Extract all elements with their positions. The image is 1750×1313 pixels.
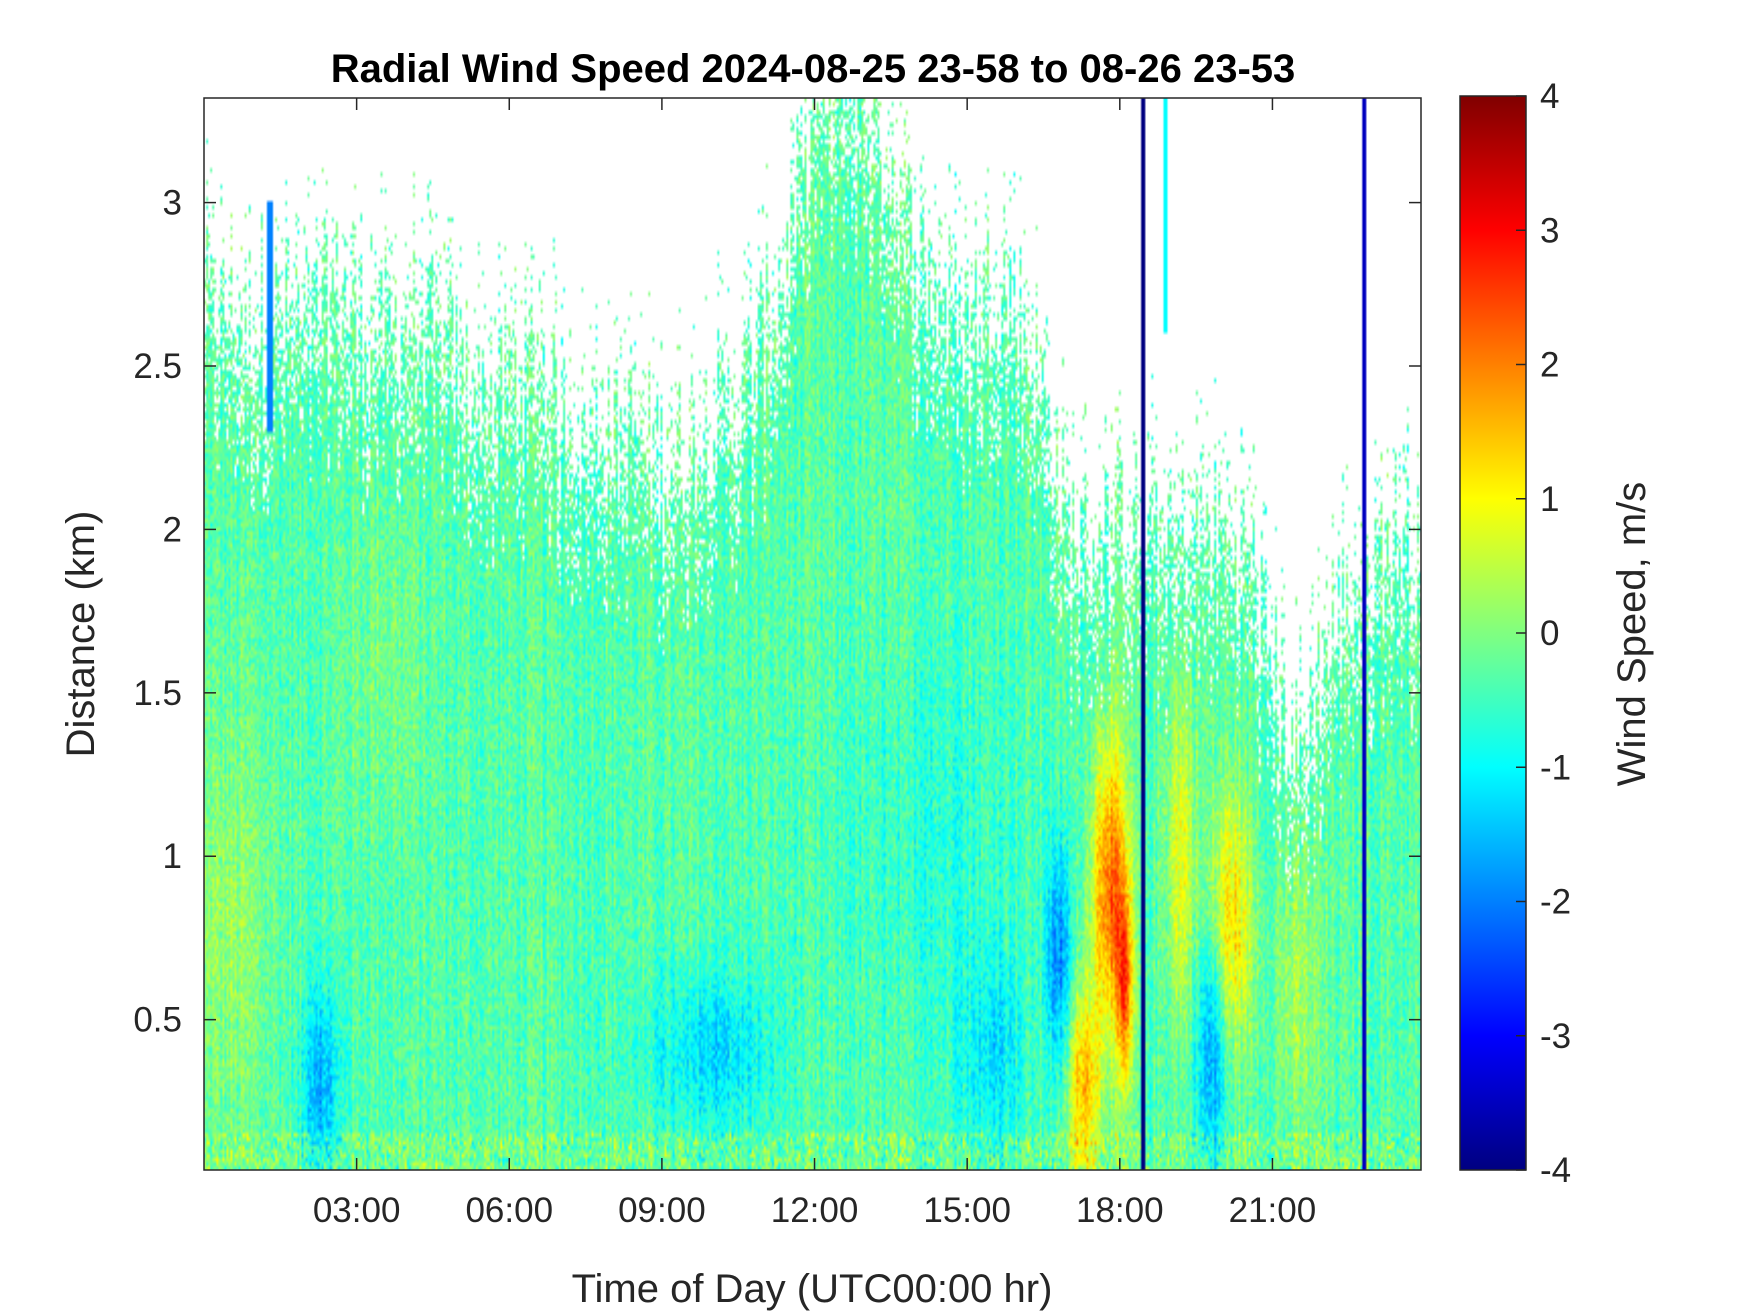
colorbar-tick-label: -3	[1540, 1017, 1571, 1056]
x-axis-ticks: 03:00 06:00 09:00 12:00 15:00 18:00 21:00	[313, 98, 1316, 1230]
colorbar-tick-label: 4	[1540, 77, 1559, 116]
y-tick-label: 2	[163, 510, 182, 549]
x-tick-label: 15:00	[923, 1191, 1011, 1230]
plot-frame	[203, 97, 1422, 1171]
colorbar-tick-label: -1	[1540, 748, 1571, 787]
y-tick-label: 3	[163, 184, 182, 223]
colorbar-tick-label: -4	[1540, 1151, 1571, 1190]
y-tick-label: 1.5	[133, 674, 182, 713]
colorbar-tick-label: 3	[1540, 211, 1559, 250]
plot-area: 03:00 06:00 09:00 12:00 15:00 18:00 21:00 0.5 1…	[133, 97, 1422, 1230]
x-tick-label: 12:00	[771, 1191, 859, 1230]
colorbar-tick-label: -2	[1540, 883, 1571, 922]
x-tick-label: 09:00	[618, 1191, 706, 1230]
colorbar-tick-label: 0	[1540, 614, 1559, 653]
colorbar: -4 -3 -2 -1 0 1 2 3 4	[1459, 77, 1571, 1190]
y-axis-label: Distance (km)	[59, 511, 103, 758]
colorbar-label: Wind Speed, m/s	[1610, 482, 1654, 787]
y-tick-label: 2.5	[133, 347, 182, 386]
y-tick-label: 1	[163, 837, 182, 876]
x-tick-label: 06:00	[465, 1191, 553, 1230]
colorbar-gradient	[1459, 95, 1527, 1171]
wind-speed-heatmap	[204, 98, 1421, 1170]
y-axis-ticks: 0.5 1 1.5 2 2.5 3	[133, 184, 1421, 1040]
colorbar-ticks: -4 -3 -2 -1 0 1 2 3 4	[1516, 77, 1571, 1190]
colorbar-tick-label: 1	[1540, 480, 1559, 519]
x-tick-label: 21:00	[1229, 1191, 1317, 1230]
x-axis-label: Time of Day (UTC00:00 hr)	[572, 1267, 1053, 1311]
chart-title: Radial Wind Speed 2024-08-25 23-58 to 08…	[331, 47, 1296, 91]
y-tick-label: 0.5	[133, 1001, 182, 1040]
colorbar-tick-label: 2	[1540, 346, 1559, 385]
x-tick-label: 18:00	[1076, 1191, 1164, 1230]
x-tick-label: 03:00	[313, 1191, 401, 1230]
